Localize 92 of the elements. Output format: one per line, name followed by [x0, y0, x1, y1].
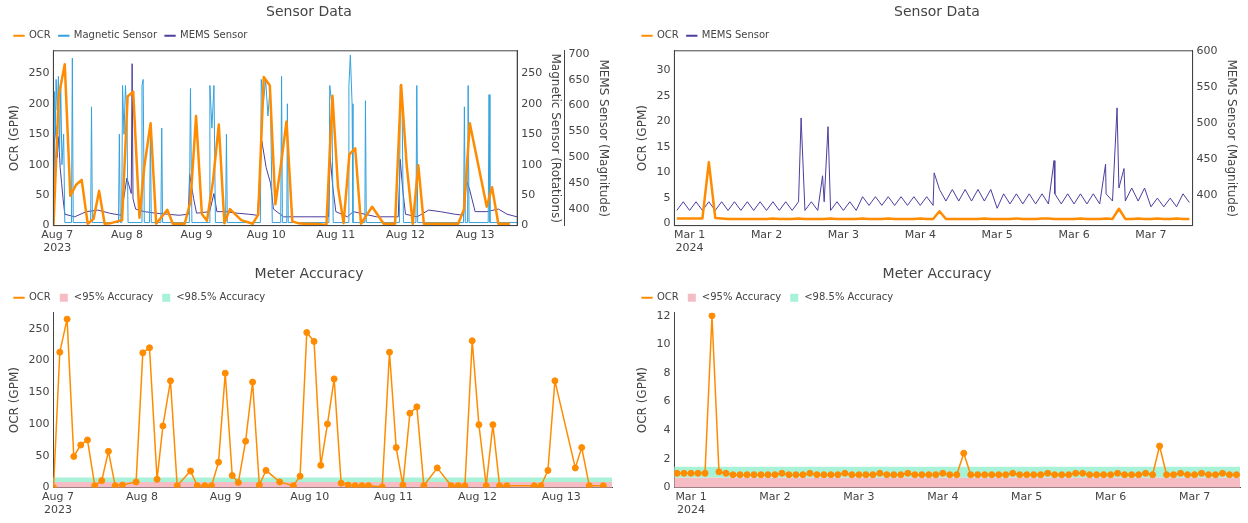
legend-label: <95% Accuracy: [73, 291, 154, 303]
y-tick-label: 5: [663, 190, 671, 204]
x-tick-label: Aug 10: [246, 228, 286, 242]
x-tick-label: Aug 9: [209, 490, 242, 504]
y-axis-title: OCR (GPM): [635, 105, 650, 172]
y-axis-title: OCR (GPM): [635, 367, 650, 434]
y-tick-label: 150: [28, 127, 50, 141]
y2-tick-label: 100: [521, 157, 543, 171]
x-tick-label: Mar 3: [827, 228, 860, 242]
legend-label: MEMS Sensor: [701, 29, 771, 41]
x-tick-label: Aug 7 2023: [41, 228, 74, 255]
legend-label: <95% Accuracy: [701, 291, 782, 303]
legend-label: MEMS Sensor: [180, 29, 249, 41]
y-axis-title: OCR (GPM): [7, 367, 22, 434]
chart-title: Sensor Data: [266, 3, 352, 20]
legend-label: <98.5% Accuracy: [804, 291, 894, 303]
x-tick-label: Mar 6: [1094, 490, 1127, 504]
x-tick-label: Mar 3: [843, 490, 875, 504]
y2-tick-label: 200: [521, 96, 543, 110]
x-tick-label: Aug 10: [290, 490, 330, 504]
x-tick-label: Mar 7: [1178, 490, 1211, 504]
x-tick-label: Aug 7 2023: [42, 490, 75, 517]
y2-tick-label: 600: [1196, 43, 1218, 57]
legend-label: OCR: [29, 29, 51, 41]
x-tick-label: Mar 2: [750, 228, 783, 242]
y3-tick-label: 700: [568, 46, 590, 60]
x-tick-label: Aug 11: [316, 228, 356, 242]
legend-label: Magnetic Sensor: [73, 29, 158, 41]
y3-tick-label: 600: [568, 98, 590, 112]
x-tick-label: Mar 5: [981, 228, 1013, 242]
x-tick-label: Mar 4: [904, 228, 936, 242]
y-tick-label: 50: [35, 448, 50, 462]
y-tick-label: 0: [663, 480, 671, 494]
y2-tick-label: 150: [521, 127, 543, 141]
y2-tick-label: 0: [521, 218, 529, 232]
x-tick-label: Aug 12: [386, 228, 425, 242]
chart-title: Meter Accuracy: [882, 265, 992, 282]
y2-tick-label: 550: [1196, 79, 1218, 93]
y-axis-title: OCR (GPM): [7, 105, 22, 172]
x-tick-label: Aug 8: [125, 490, 158, 504]
y3-tick-label: 400: [568, 201, 590, 215]
y-tick-label: 10: [656, 337, 671, 351]
y-tick-label: 50: [35, 188, 50, 202]
legend-label: OCR: [657, 291, 679, 303]
x-tick-label: Aug 8: [110, 228, 143, 242]
x-tick-label: Aug 11: [374, 490, 414, 504]
y-tick-label: 150: [28, 385, 50, 399]
y-tick-label: 10: [656, 165, 671, 179]
y-tick-label: 8: [663, 365, 671, 379]
x-tick-label: Mar 5: [1011, 490, 1043, 504]
y3-tick-label: 500: [568, 150, 590, 164]
y-tick-label: 15: [656, 139, 671, 153]
y-tick-label: 100: [28, 416, 50, 430]
y2-axis-title: Magnetic Sensor (Rotations): [549, 53, 564, 223]
y-tick-label: 250: [28, 321, 50, 335]
y-tick-label: 4: [663, 423, 671, 437]
x-tick-label: Mar 1 2024: [675, 490, 707, 517]
y-tick-label: 30: [656, 63, 671, 77]
y3-tick-label: 550: [568, 124, 590, 138]
y3-axis-title: MEMS Sensor (Magnitude): [596, 59, 611, 217]
y2-axis-title: MEMS Sensor (Magnitude): [1224, 59, 1239, 217]
y-tick-label: 0: [663, 216, 671, 230]
legend-label: <98.5% Accuracy: [176, 291, 266, 303]
legend-label: OCR: [657, 29, 679, 41]
y2-tick-label: 400: [1196, 188, 1218, 202]
y-tick-label: 200: [28, 353, 50, 367]
y2-tick-label: 250: [521, 66, 543, 80]
x-tick-label: Mar 2: [759, 490, 791, 504]
x-tick-label: Aug 9: [180, 228, 213, 242]
chart-title: Sensor Data: [894, 3, 980, 20]
y2-tick-label: 450: [1196, 152, 1218, 166]
y-tick-label: 25: [656, 88, 671, 102]
chart-title: Meter Accuracy: [254, 265, 364, 282]
legend-label: OCR: [29, 291, 51, 303]
y2-tick-label: 50: [521, 188, 536, 202]
y3-tick-label: 650: [568, 72, 590, 86]
x-tick-label: Aug 12: [457, 490, 497, 504]
y-tick-label: 250: [28, 66, 50, 80]
y-tick-label: 2: [663, 451, 671, 465]
y-tick-label: 12: [656, 308, 671, 322]
x-tick-label: Aug 13: [541, 490, 581, 504]
x-tick-label: Mar 6: [1058, 228, 1090, 242]
y-tick-label: 200: [28, 96, 50, 110]
y3-tick-label: 450: [568, 176, 590, 190]
y-tick-label: 20: [656, 114, 671, 128]
x-tick-label: Mar 4: [927, 490, 959, 504]
x-tick-label: Aug 13: [455, 228, 495, 242]
x-tick-label: Mar 7: [1135, 228, 1167, 242]
y2-tick-label: 500: [1196, 115, 1218, 129]
y-tick-label: 100: [28, 157, 50, 171]
x-tick-label: Mar 1 2024: [673, 228, 706, 255]
y-tick-label: 6: [663, 394, 671, 408]
